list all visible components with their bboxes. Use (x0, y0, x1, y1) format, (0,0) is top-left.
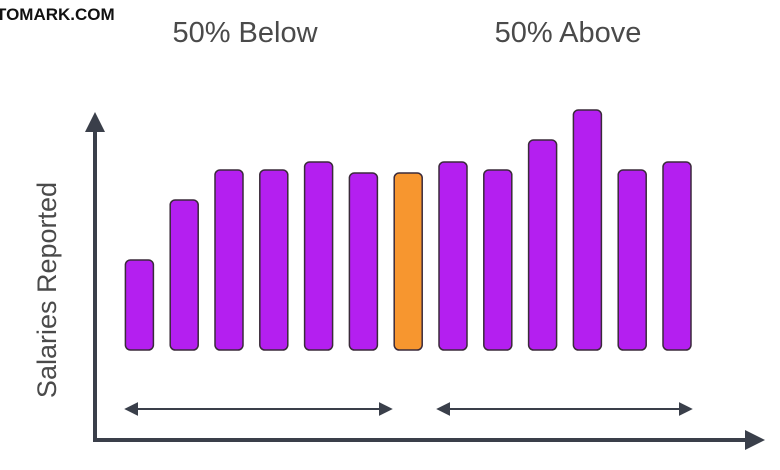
bar (483, 169, 513, 351)
annotation: 50% Below (172, 17, 318, 49)
annotation: 50% Above (495, 17, 642, 49)
y-axis-title: Salaries Reported (32, 182, 62, 398)
bar (124, 259, 155, 351)
bar (303, 161, 334, 351)
bar (259, 169, 289, 351)
bar (572, 109, 603, 351)
bar (169, 199, 199, 351)
bar (393, 172, 423, 351)
bar (348, 172, 379, 351)
bar (438, 161, 468, 351)
bar (527, 139, 558, 351)
watermark: TOMARK.COM (0, 5, 115, 24)
bar (214, 169, 244, 351)
bar (617, 169, 647, 351)
bar (662, 161, 692, 351)
